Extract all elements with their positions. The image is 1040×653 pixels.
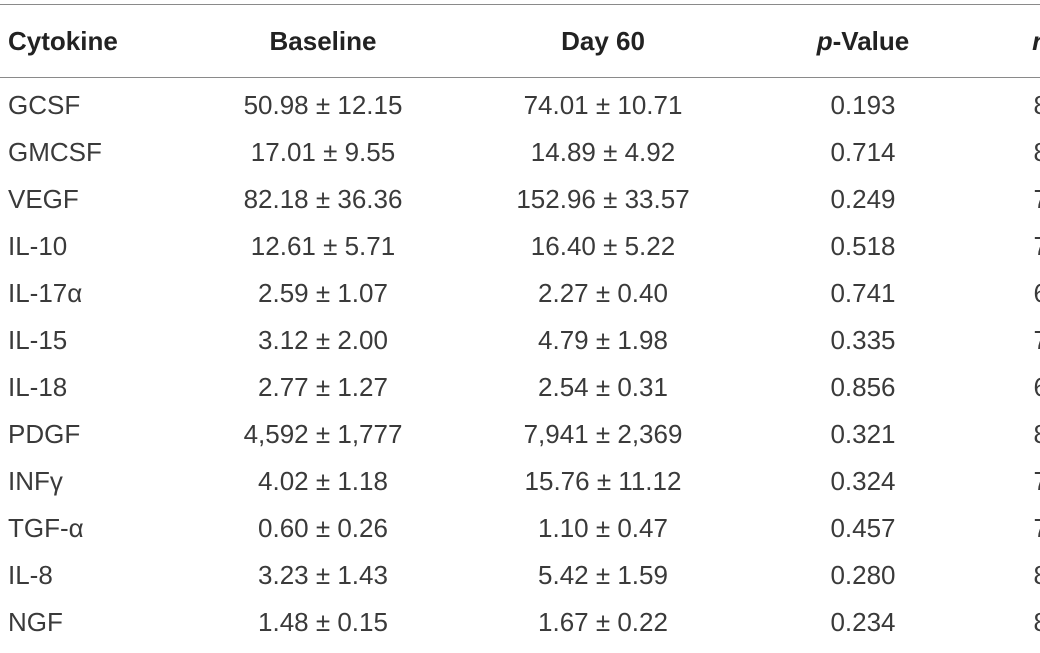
cell-day60: 1.10 ± 0.47 xyxy=(538,513,668,543)
cell-cytokine: GCSF xyxy=(8,90,81,120)
cell-day60: 1.67 ± 0.22 xyxy=(538,607,668,637)
cell-baseline: 1.48 ± 0.15 xyxy=(258,607,388,637)
cell-baseline: 50.98 ± 12.15 xyxy=(243,90,403,120)
cell-pvalue: 0.856 xyxy=(830,372,896,402)
cell-pvalue: 0.518 xyxy=(830,231,896,261)
cell-n: 8 xyxy=(958,599,1040,646)
table-row: INFγ 4.02 ± 1.18 15.76 ± 11.12 0.324 7 xyxy=(0,458,1040,505)
cell-pvalue: 0.714 xyxy=(830,137,896,167)
cell-pvalue: 0.324 xyxy=(830,466,896,496)
cell-cytokine: NGF xyxy=(8,607,63,637)
header-pvalue-italic: p xyxy=(816,25,833,56)
cytokine-table-container: Cytokine Baseline Day 60 p-Value n GCSF 5… xyxy=(0,4,1040,653)
header-n: n xyxy=(958,5,1040,78)
cell-day60: 74.01 ± 10.71 xyxy=(523,90,683,120)
cell-n: 6 xyxy=(958,364,1040,411)
cell-cytokine: VEGF xyxy=(8,184,79,214)
cell-cytokine: IL-15 xyxy=(8,325,68,355)
cell-pvalue: 0.335 xyxy=(830,325,896,355)
cell-n: 7 xyxy=(958,223,1040,270)
cell-cytokine: PDGF xyxy=(8,419,81,449)
table-row: IL-10 12.61 ± 5.71 16.40 ± 5.22 0.518 7 xyxy=(0,223,1040,270)
cell-baseline: 2.59 ± 1.07 xyxy=(258,278,388,308)
cell-baseline: 12.61 ± 5.71 xyxy=(250,231,396,261)
cell-n: 8 xyxy=(958,129,1040,176)
table-row: VEGF 82.18 ± 36.36 152.96 ± 33.57 0.249 7 xyxy=(0,176,1040,223)
cell-pvalue: 0.193 xyxy=(830,90,896,120)
cell-baseline: 4.02 ± 1.18 xyxy=(258,466,388,496)
cell-day60: 2.27 ± 0.40 xyxy=(538,278,668,308)
table-row: IL-8 3.23 ± 1.43 5.42 ± 1.59 0.280 8 xyxy=(0,552,1040,599)
cell-cytokine: TGF-α xyxy=(8,513,84,543)
cell-pvalue: 0.321 xyxy=(830,419,896,449)
cell-day60: 2.54 ± 0.31 xyxy=(538,372,668,402)
header-pvalue: p-Value xyxy=(768,5,958,78)
cell-day60: 152.96 ± 33.57 xyxy=(516,184,690,214)
cell-cytokine: IL-18 xyxy=(8,372,68,402)
cell-day60: 14.89 ± 4.92 xyxy=(530,137,676,167)
cell-cytokine: IL-17α xyxy=(8,278,83,308)
header-baseline: Baseline xyxy=(269,25,377,56)
cell-cytokine: IL-8 xyxy=(8,560,53,590)
cell-baseline: 3.12 ± 2.00 xyxy=(258,325,388,355)
cell-pvalue: 0.280 xyxy=(830,560,896,590)
cell-day60: 7,941 ± 2,369 xyxy=(523,419,683,449)
cell-n: 7 xyxy=(958,505,1040,552)
cell-baseline: 17.01 ± 9.55 xyxy=(250,137,396,167)
header-cytokine: Cytokine xyxy=(8,25,118,56)
header-pvalue-rest: -Value xyxy=(832,25,910,56)
table-row: IL-15 3.12 ± 2.00 4.79 ± 1.98 0.335 7 xyxy=(0,317,1040,364)
cell-day60: 15.76 ± 11.12 xyxy=(524,466,682,496)
cell-day60: 16.40 ± 5.22 xyxy=(530,231,676,261)
table-row: NGF 1.48 ± 0.15 1.67 ± 0.22 0.234 8 xyxy=(0,599,1040,646)
table-row: PDGF 4,592 ± 1,777 7,941 ± 2,369 0.321 8 xyxy=(0,411,1040,458)
header-row: Cytokine Baseline Day 60 p-Value n xyxy=(0,4,1040,78)
cell-n: 8 xyxy=(958,78,1040,130)
cell-n: 8 xyxy=(958,552,1040,599)
table-row: GMCSF 17.01 ± 9.55 14.89 ± 4.92 0.714 8 xyxy=(0,129,1040,176)
cell-pvalue: 0.741 xyxy=(830,278,896,308)
cell-pvalue: 0.457 xyxy=(830,513,896,543)
cell-baseline: 0.60 ± 0.26 xyxy=(258,513,388,543)
cytokine-table: Cytokine Baseline Day 60 p-Value n GCSF 5… xyxy=(0,4,1040,646)
cell-n: 7 xyxy=(958,458,1040,505)
cell-cytokine: IL-10 xyxy=(8,231,68,261)
cell-pvalue: 0.234 xyxy=(830,607,896,637)
cell-baseline: 3.23 ± 1.43 xyxy=(258,560,388,590)
header-day60: Day 60 xyxy=(561,25,645,56)
cell-baseline: 4,592 ± 1,777 xyxy=(243,419,403,449)
table-row: TGF-α 0.60 ± 0.26 1.10 ± 0.47 0.457 7 xyxy=(0,505,1040,552)
cell-n: 7 xyxy=(958,317,1040,364)
cell-day60: 4.79 ± 1.98 xyxy=(538,325,668,355)
cell-baseline: 2.77 ± 1.27 xyxy=(258,372,388,402)
cell-n: 8 xyxy=(958,411,1040,458)
table-row: IL-17α 2.59 ± 1.07 2.27 ± 0.40 0.741 6 xyxy=(0,270,1040,317)
cell-baseline: 82.18 ± 36.36 xyxy=(243,184,403,214)
cell-cytokine: INFγ xyxy=(8,466,63,496)
cell-cytokine: GMCSF xyxy=(8,137,102,167)
cell-pvalue: 0.249 xyxy=(830,184,896,214)
table-header: Cytokine Baseline Day 60 p-Value n xyxy=(0,4,1040,78)
cell-n: 6 xyxy=(958,270,1040,317)
table-row: GCSF 50.98 ± 12.15 74.01 ± 10.71 0.193 8 xyxy=(0,78,1040,130)
cell-n: 7 xyxy=(958,176,1040,223)
table-row: IL-18 2.77 ± 1.27 2.54 ± 0.31 0.856 6 xyxy=(0,364,1040,411)
cell-day60: 5.42 ± 1.59 xyxy=(538,560,668,590)
